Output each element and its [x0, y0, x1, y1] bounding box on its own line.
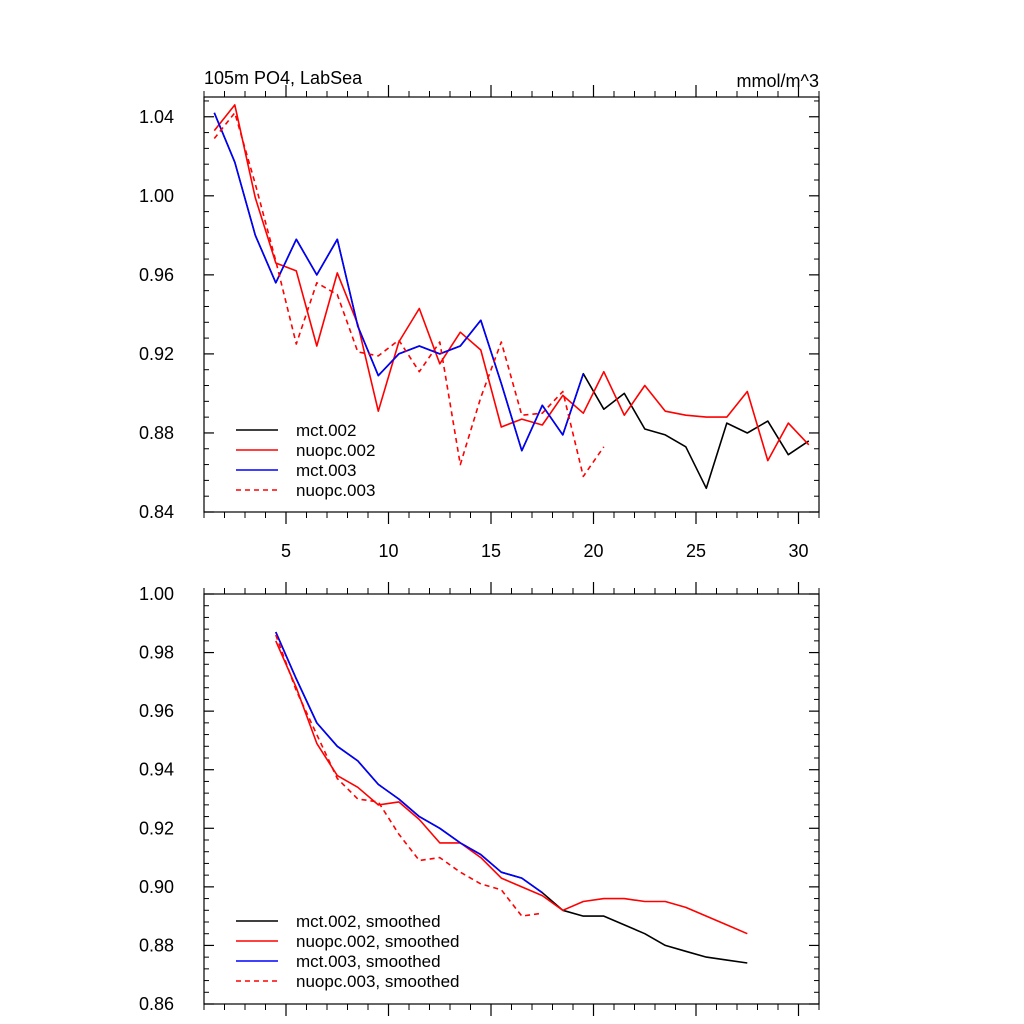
bottom-chart-panel: 0.86 0.88 0.90 0.92 0.94 0.96 0.98 1.00 mct.002…: [139, 582, 820, 1016]
series-line-3: [213, 112, 605, 478]
top-y-tick-labels: 0.84 0.88 0.92 0.96 1.00 1.04: [139, 107, 174, 522]
bottom-y-tick-labels: 0.86 0.88 0.90 0.92 0.94 0.96 0.98 1.00: [139, 584, 174, 1014]
y-tick-label: 0.86: [139, 994, 174, 1014]
y-tick-label: 1.00: [139, 584, 174, 604]
y-tick-label: 0.90: [139, 877, 174, 897]
bottom-plot-frame: [203, 593, 820, 1005]
legend-label-0: mct.002: [296, 421, 356, 440]
y-tick-label: 0.88: [139, 423, 174, 443]
top-axis-ticks: [203, 85, 820, 524]
x-tick-label: 5: [281, 541, 291, 561]
series-line-2: [275, 631, 543, 894]
legend-label-1: nuopc.002: [296, 441, 375, 460]
series-line-2: [213, 112, 585, 452]
y-tick-label: 0.96: [139, 265, 174, 285]
y-tick-label: 0.92: [139, 818, 174, 838]
y-tick-label: 1.00: [139, 186, 174, 206]
top-series-lines: [213, 104, 810, 490]
legend-label-3: nuopc.003: [296, 481, 375, 500]
legend-label-2: mct.003: [296, 461, 356, 480]
top-plot-frame: [203, 96, 820, 513]
x-tick-label: 20: [583, 541, 603, 561]
y-tick-label: 0.92: [139, 344, 174, 364]
bottom-series-lines: [275, 631, 748, 964]
chart-title: 105m PO4, LabSea: [204, 68, 363, 88]
series-line-1: [275, 640, 748, 935]
y-tick-label: 0.98: [139, 643, 174, 663]
y-tick-label: 0.94: [139, 760, 174, 780]
y-tick-label: 0.96: [139, 701, 174, 721]
x-tick-label: 25: [686, 541, 706, 561]
y-tick-label: 0.88: [139, 935, 174, 955]
units-label: mmol/m^3: [737, 71, 819, 91]
x-tick-label: 30: [788, 541, 808, 561]
series-line-3: [275, 634, 543, 917]
top-chart-panel: 105m PO4, LabSea mmol/m^3 0.840.880.920.…: [139, 68, 820, 561]
bottom-axis-ticks: [203, 582, 820, 1016]
legend-label-3: nuopc.003, smoothed: [296, 972, 460, 991]
legend-label-2: mct.003, smoothed: [296, 952, 441, 971]
series-line-1: [213, 104, 810, 462]
y-tick-label: 1.04: [139, 107, 174, 127]
x-tick-label: 15: [481, 541, 501, 561]
x-tick-label: 10: [378, 541, 398, 561]
y-tick-label: 0.84: [139, 502, 174, 522]
legend-label-1: nuopc.002, smoothed: [296, 932, 460, 951]
legend-label-0: mct.002, smoothed: [296, 912, 441, 931]
top-x-tick-labels: 5 10 15 20 25 30: [281, 541, 809, 561]
